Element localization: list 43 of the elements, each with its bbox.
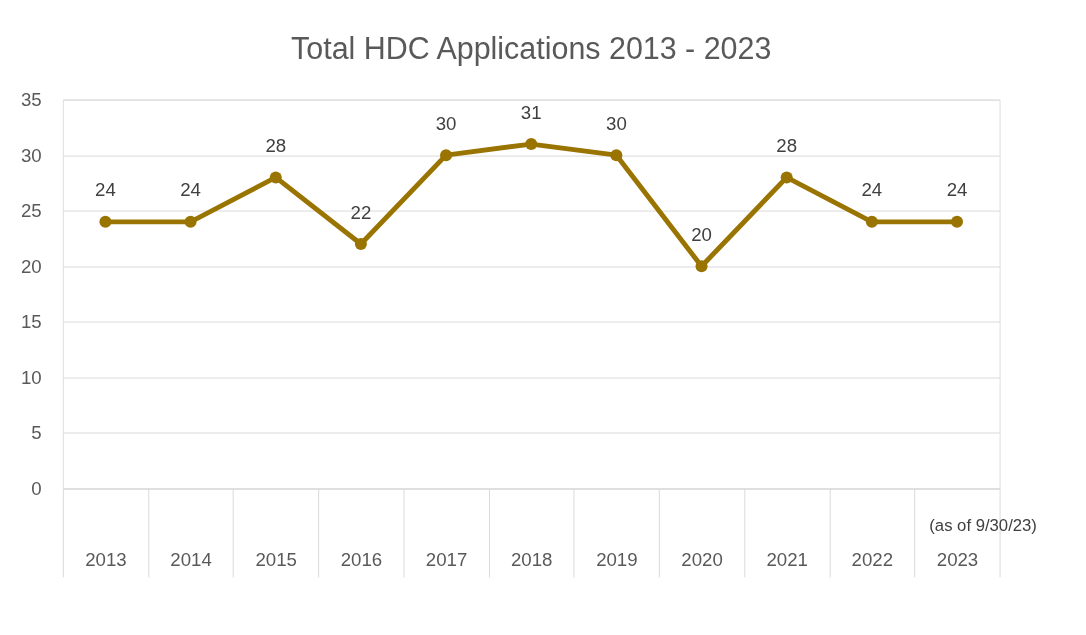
data-label: 22 bbox=[350, 201, 372, 223]
y-tick-label: 10 bbox=[21, 366, 42, 388]
point bbox=[99, 215, 112, 228]
data-label: 24 bbox=[946, 179, 968, 201]
x-tick-label: 2017 bbox=[425, 548, 468, 570]
y-tick-label: 35 bbox=[21, 89, 42, 111]
y-tick-label: 25 bbox=[21, 200, 42, 222]
data-label: 28 bbox=[776, 134, 798, 156]
y-tick-label: 5 bbox=[31, 422, 42, 444]
y-tick-label: 20 bbox=[21, 255, 42, 277]
x-tick-label: 2019 bbox=[596, 548, 638, 570]
y-tick-label: 15 bbox=[21, 311, 42, 333]
point bbox=[184, 215, 197, 228]
data-label: 24 bbox=[861, 179, 883, 201]
point bbox=[865, 215, 878, 228]
point bbox=[525, 138, 538, 151]
x-tick-label: 2020 bbox=[681, 548, 723, 570]
point bbox=[951, 215, 964, 228]
point bbox=[440, 149, 453, 162]
x-tick-label: 2013 bbox=[85, 548, 127, 570]
x-tick-label: 2022 bbox=[851, 548, 894, 570]
data-label: 30 bbox=[606, 112, 627, 134]
data-label: 24 bbox=[180, 179, 201, 201]
data-label: 31 bbox=[520, 101, 542, 123]
y-tick-label: 0 bbox=[31, 477, 42, 499]
x-tick-label: 2018 bbox=[510, 548, 553, 570]
x-tick-label: 2023 bbox=[936, 548, 979, 570]
point bbox=[610, 149, 623, 162]
point bbox=[269, 171, 282, 184]
x-tick-label: 2016 bbox=[340, 548, 383, 570]
x-tick-label: 2014 bbox=[170, 548, 212, 570]
point bbox=[780, 171, 793, 184]
chart-title: Total HDC Applications 2013 - 2023 bbox=[291, 31, 772, 67]
x-tick-label: 2021 bbox=[766, 548, 808, 570]
data-label: 30 bbox=[435, 112, 457, 134]
y-tick-label: 30 bbox=[21, 144, 42, 166]
point bbox=[695, 260, 708, 273]
data-label: 24 bbox=[95, 179, 116, 201]
text: (as of 9/30/23) bbox=[929, 515, 1037, 535]
data-label: 20 bbox=[691, 223, 712, 245]
x-tick-label: 2015 bbox=[255, 548, 297, 570]
point bbox=[354, 238, 367, 251]
data-label: 28 bbox=[265, 134, 287, 156]
